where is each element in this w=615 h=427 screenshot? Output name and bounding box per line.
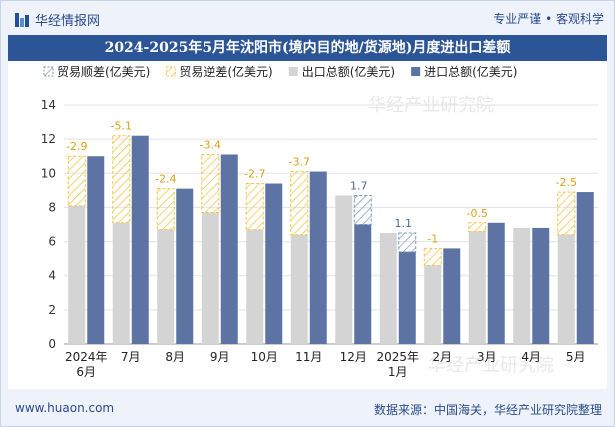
chart-area: 华经产业研究院 华经产业研究院 0 2 4 6 8 10 12 14 贸易顺差(亿美元) 贸易逆… — [8, 61, 607, 389]
surplus-box — [353, 194, 372, 226]
legend-swatch-deficit — [165, 66, 176, 77]
x-tick-label: 10月 — [251, 350, 278, 364]
legend-label: 出口总额(亿美元) — [302, 64, 395, 79]
legend-swatch-surplus — [43, 66, 54, 77]
x-tick-label: 6月 — [76, 365, 96, 379]
deficit-label: -5.1 — [111, 120, 132, 133]
import-bar — [309, 171, 327, 344]
brand-logo-icon — [15, 12, 29, 27]
deficit-box — [423, 247, 442, 266]
import-bar — [532, 227, 550, 344]
legend-swatch-exports — [288, 67, 298, 76]
deficit-box — [557, 191, 576, 236]
deficit-box — [112, 135, 131, 224]
y-tick-label: 14 — [41, 98, 56, 112]
deficit-label: -3.7 — [289, 156, 310, 169]
x-tick-label: 5月 — [566, 350, 586, 364]
x-tick-label: 2025年 — [376, 350, 419, 364]
deficit-label: -2.4 — [155, 173, 176, 186]
import-bar — [576, 192, 594, 344]
deficit-box — [67, 155, 86, 207]
y-tick-label: 4 — [48, 269, 56, 283]
surplus-box — [398, 232, 417, 253]
export-bar — [468, 231, 486, 344]
x-tick-label: 7月 — [121, 350, 141, 364]
deficit-box — [290, 171, 309, 236]
deficit-label: -2.5 — [556, 176, 577, 189]
y-tick-label: 0 — [48, 337, 56, 351]
deficit-box — [245, 183, 264, 231]
surplus-label: 1.7 — [350, 179, 368, 192]
deficit-label: -0.5 — [467, 207, 488, 220]
import-bar — [443, 248, 461, 344]
brand-name: 华经情报网 — [35, 14, 101, 29]
import-bar — [220, 154, 238, 344]
website-link[interactable]: www.huaon.com — [15, 401, 115, 415]
import-bar — [487, 222, 505, 344]
export-bar — [379, 233, 397, 344]
x-tick-label: 4月 — [521, 350, 541, 364]
deficit-box — [156, 188, 175, 231]
x-tick-label: 11月 — [295, 350, 322, 364]
export-bar — [513, 227, 531, 344]
import-bar — [398, 251, 416, 344]
chart-title: 2024-2025年5月年沈阳市(境内目的地/货源地)月度进出口差额 — [8, 35, 607, 61]
export-bar — [157, 229, 175, 344]
y-tick-label: 2 — [48, 303, 56, 317]
tagline: 专业严谨 • 客观科学 — [493, 12, 604, 26]
x-tick-label: 2024年 — [65, 350, 108, 364]
export-bar — [335, 195, 353, 344]
legend-swatch-imports — [411, 67, 421, 76]
top-bar: 华经情报网 专业严谨 • 客观科学 — [1, 1, 614, 35]
x-tick-label: 8月 — [165, 350, 185, 364]
export-bar — [112, 222, 130, 344]
import-bar — [265, 183, 283, 344]
import-bar — [87, 156, 105, 344]
footer: www.huaon.com 数据来源：中国海关，华经产业研究院整理 — [1, 393, 614, 423]
y-tick-label: 8 — [48, 200, 56, 214]
y-tick-label: 12 — [41, 132, 56, 146]
import-bar — [354, 224, 372, 344]
export-bar — [246, 229, 264, 344]
watermark-text-2: 华经产业研究院 — [428, 355, 554, 376]
deficit-label: -2.9 — [66, 140, 87, 153]
legend-label: 进口总额(亿美元) — [424, 64, 517, 79]
export-bar — [68, 205, 86, 344]
legend-label: 贸易逆差(亿美元) — [179, 64, 272, 79]
deficit-box — [468, 222, 487, 232]
data-source: 数据来源：中国海关，华经产业研究院整理 — [373, 403, 602, 417]
surplus-label: 1.1 — [395, 217, 413, 230]
deficit-label: -2.7 — [244, 168, 265, 181]
x-tick-label: 3月 — [477, 350, 497, 364]
export-bar — [424, 265, 442, 344]
export-bar — [290, 234, 308, 344]
import-bar — [131, 135, 149, 344]
legend-label: 贸易顺差(亿美元) — [57, 64, 150, 79]
y-tick-label: 10 — [41, 166, 56, 180]
brand[interactable]: 华经情报网 — [15, 10, 100, 29]
export-bar — [201, 212, 219, 344]
deficit-label: -3.4 — [200, 139, 221, 152]
import-bar — [176, 188, 194, 344]
x-tick-label: 9月 — [210, 350, 230, 364]
deficit-box — [201, 154, 220, 214]
deficit-label: -1 — [427, 232, 438, 245]
x-tick-label: 1月 — [388, 365, 408, 379]
x-tick-label: 2月 — [432, 350, 452, 364]
export-bar — [557, 234, 575, 344]
x-tick-label: 12月 — [340, 350, 367, 364]
y-tick-label: 6 — [48, 235, 56, 249]
